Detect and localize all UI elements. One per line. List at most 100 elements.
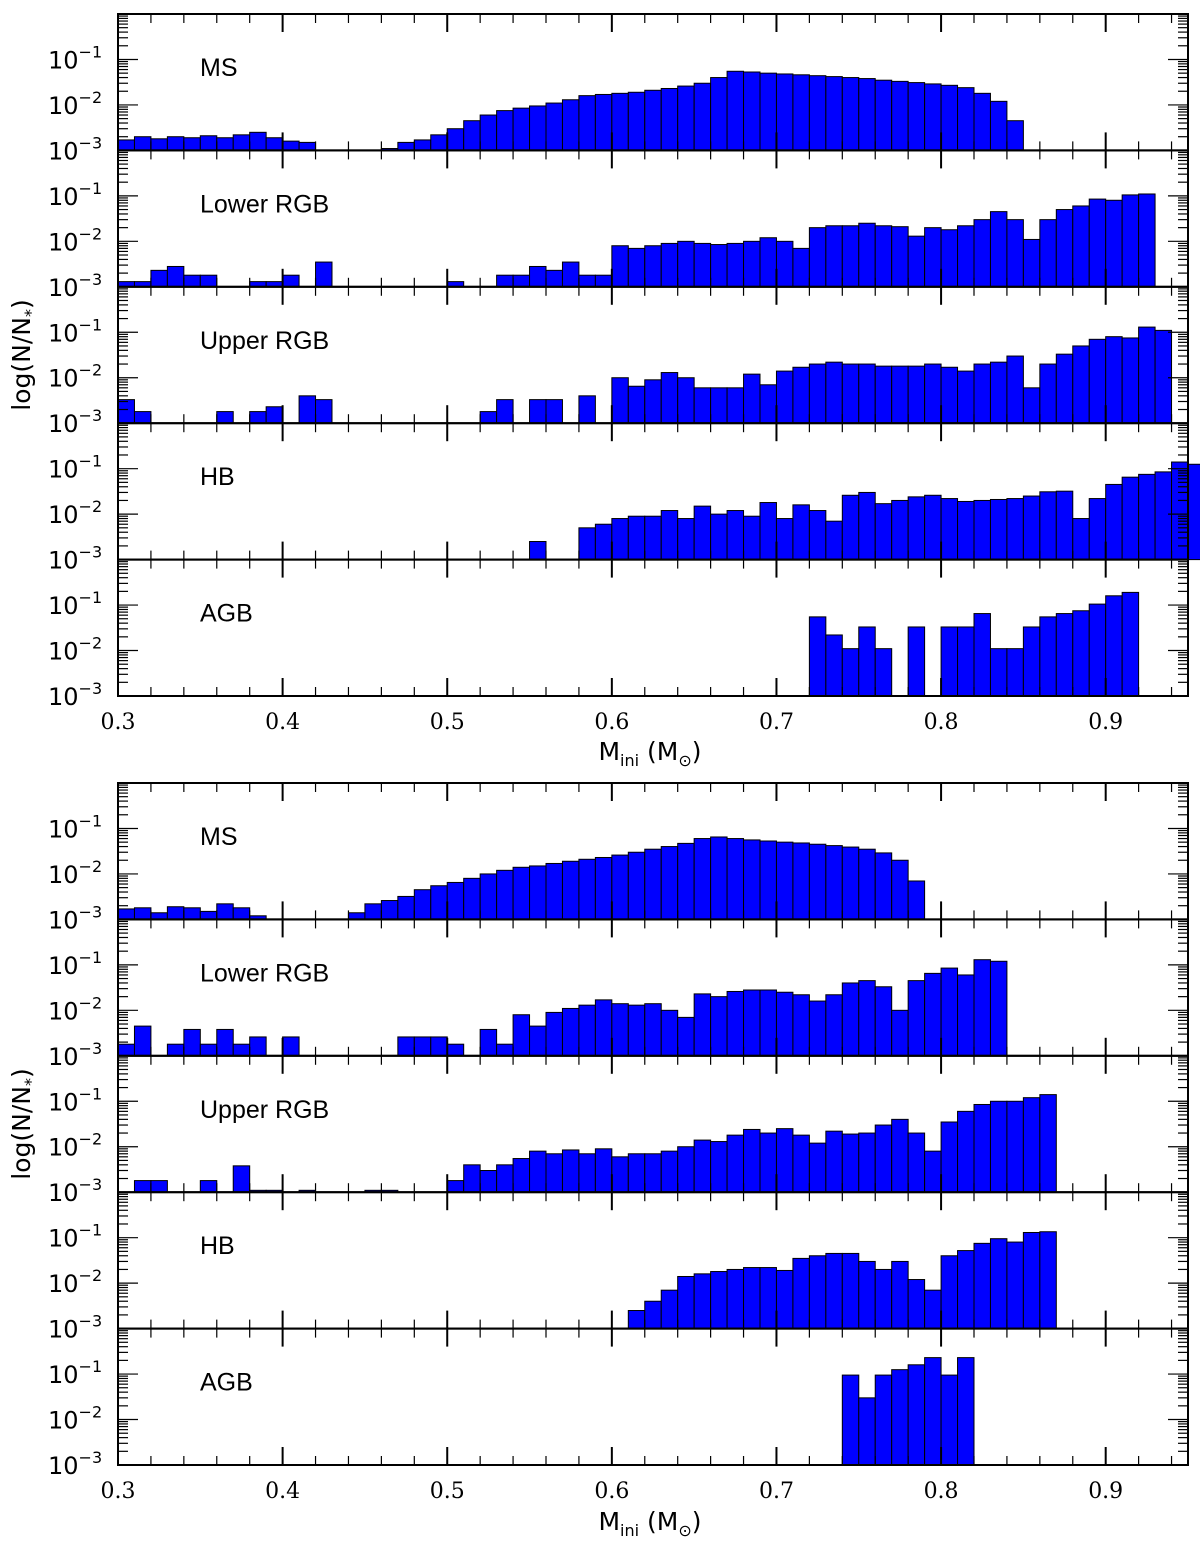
histogram-bar	[940, 626, 959, 697]
histogram-bar	[973, 959, 991, 1057]
histogram-bar	[973, 499, 991, 561]
histogram-bar	[792, 1134, 810, 1193]
histogram-bar	[496, 274, 514, 288]
x-tick-label: 0.8	[924, 710, 959, 735]
histogram-bar	[693, 505, 712, 561]
histogram-bar	[561, 860, 580, 920]
histogram-bar	[726, 510, 745, 561]
x-tick-label: 0.5	[430, 1479, 465, 1504]
histogram-bar	[150, 1180, 168, 1193]
histogram-bar	[1138, 326, 1156, 424]
panel-hb: 10−1 10−2 10−3 HB	[48, 1191, 1189, 1344]
histogram-bar	[808, 843, 827, 920]
histogram-bar	[759, 237, 777, 288]
histogram-bar	[677, 1016, 695, 1057]
histogram-bar	[627, 1153, 646, 1193]
panel-frame	[117, 558, 1189, 697]
histogram-bar	[677, 518, 695, 561]
panel-agb: 10−1 10−2 10−3 AGB	[48, 1327, 1189, 1480]
histogram-bar	[973, 1242, 991, 1330]
histogram-bar	[841, 1133, 860, 1193]
histogram-bar	[117, 139, 135, 151]
histogram-bar	[545, 1011, 563, 1057]
y-tick-label: 10−1	[48, 42, 102, 74]
histogram-bar	[775, 240, 794, 288]
panel-upper-rgb: 10−1 10−2 10−3 Upper RGB	[48, 1054, 1189, 1207]
panel-label: Upper RGB	[200, 327, 329, 355]
histogram-bar	[1105, 199, 1123, 288]
histogram-bar	[726, 990, 745, 1057]
histogram-bar	[677, 85, 695, 151]
histogram-bar	[545, 399, 563, 424]
histogram-bar	[232, 1043, 251, 1057]
histogram-bar	[660, 87, 679, 151]
histogram-bar	[759, 502, 777, 561]
histogram-bar	[841, 77, 860, 151]
histogram-bar	[282, 140, 300, 151]
histogram-bar	[463, 1164, 481, 1193]
histogram-bar	[660, 1150, 679, 1193]
y-tick-label: 10−3	[48, 902, 102, 934]
histogram-bar	[1022, 387, 1041, 424]
histogram-bar	[973, 1103, 991, 1193]
histogram-bar	[199, 274, 218, 288]
histogram-bar	[924, 363, 942, 424]
histogram-bar	[891, 1369, 909, 1466]
y-tick-label: 10−1	[48, 1357, 102, 1389]
histogram-bar	[496, 1164, 514, 1193]
histogram-bar	[858, 1260, 876, 1330]
histogram-bar	[891, 365, 909, 424]
x-tick-label: 0.8	[924, 1479, 959, 1504]
y-tick-label: 10−1	[48, 811, 102, 843]
histogram-bar	[743, 373, 761, 424]
histogram-bar	[298, 141, 317, 151]
histogram-bar	[726, 387, 745, 424]
histogram-bar	[413, 1036, 432, 1057]
histogram-bar	[561, 1007, 580, 1057]
histogram-bar	[282, 1036, 300, 1057]
histogram-bar	[183, 137, 201, 151]
histogram-bar	[627, 851, 646, 920]
histogram-bar	[1022, 626, 1041, 697]
histogram-bar	[775, 73, 794, 151]
histogram-bar	[496, 110, 514, 151]
histogram-bar	[726, 70, 745, 151]
histogram-bar	[1121, 194, 1140, 288]
histogram-bar	[1039, 1231, 1057, 1330]
histogram-bar	[183, 274, 201, 288]
histogram-bar	[825, 634, 843, 697]
histogram-bar	[1022, 1231, 1041, 1330]
histogram-bar	[808, 363, 827, 424]
histogram-bar	[561, 99, 580, 151]
histogram-bar	[841, 494, 860, 561]
x-axis-label: Mini (M⊙)	[598, 737, 701, 770]
histogram-bar	[545, 269, 563, 288]
panel-label: AGB	[200, 600, 253, 628]
histogram-bar	[907, 235, 926, 288]
histogram-bar	[430, 134, 448, 151]
panel-label: Lower RGB	[200, 959, 329, 987]
histogram-bar	[133, 411, 152, 424]
histogram-bar	[512, 107, 531, 151]
histogram-bar	[775, 1269, 794, 1330]
histogram-bar	[578, 95, 596, 151]
panel-label: HB	[200, 1232, 235, 1260]
histogram-bar	[825, 225, 843, 288]
histogram-bar	[660, 1289, 679, 1330]
histogram-bar	[792, 366, 810, 424]
histogram-bar	[907, 980, 926, 1057]
histogram-bar	[743, 839, 761, 920]
histogram-bar	[858, 78, 876, 151]
histogram-bar	[611, 92, 629, 151]
histogram-bar	[775, 370, 794, 424]
histogram-bar	[282, 274, 300, 288]
histogram-bar	[957, 225, 975, 288]
histogram-bar	[594, 93, 613, 151]
histogram-bar	[1088, 338, 1107, 424]
histogram-bar	[924, 83, 942, 151]
y-tick-label: 10−3	[48, 679, 102, 711]
histogram-bar	[775, 1128, 794, 1193]
histogram-bar	[825, 1130, 843, 1193]
histogram-bar	[644, 245, 662, 288]
